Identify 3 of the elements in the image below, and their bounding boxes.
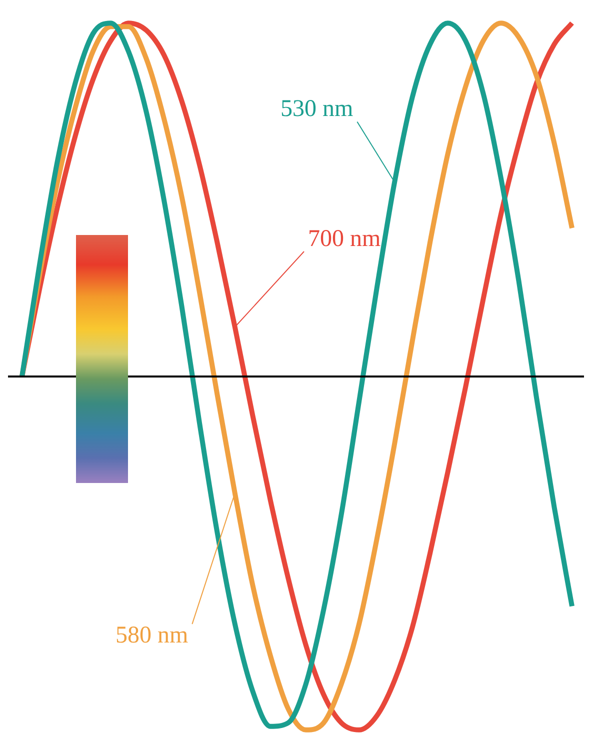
text: 700 nm [308, 226, 381, 252]
text: 580 nm [116, 622, 188, 648]
text: 530 nm [280, 96, 354, 122]
